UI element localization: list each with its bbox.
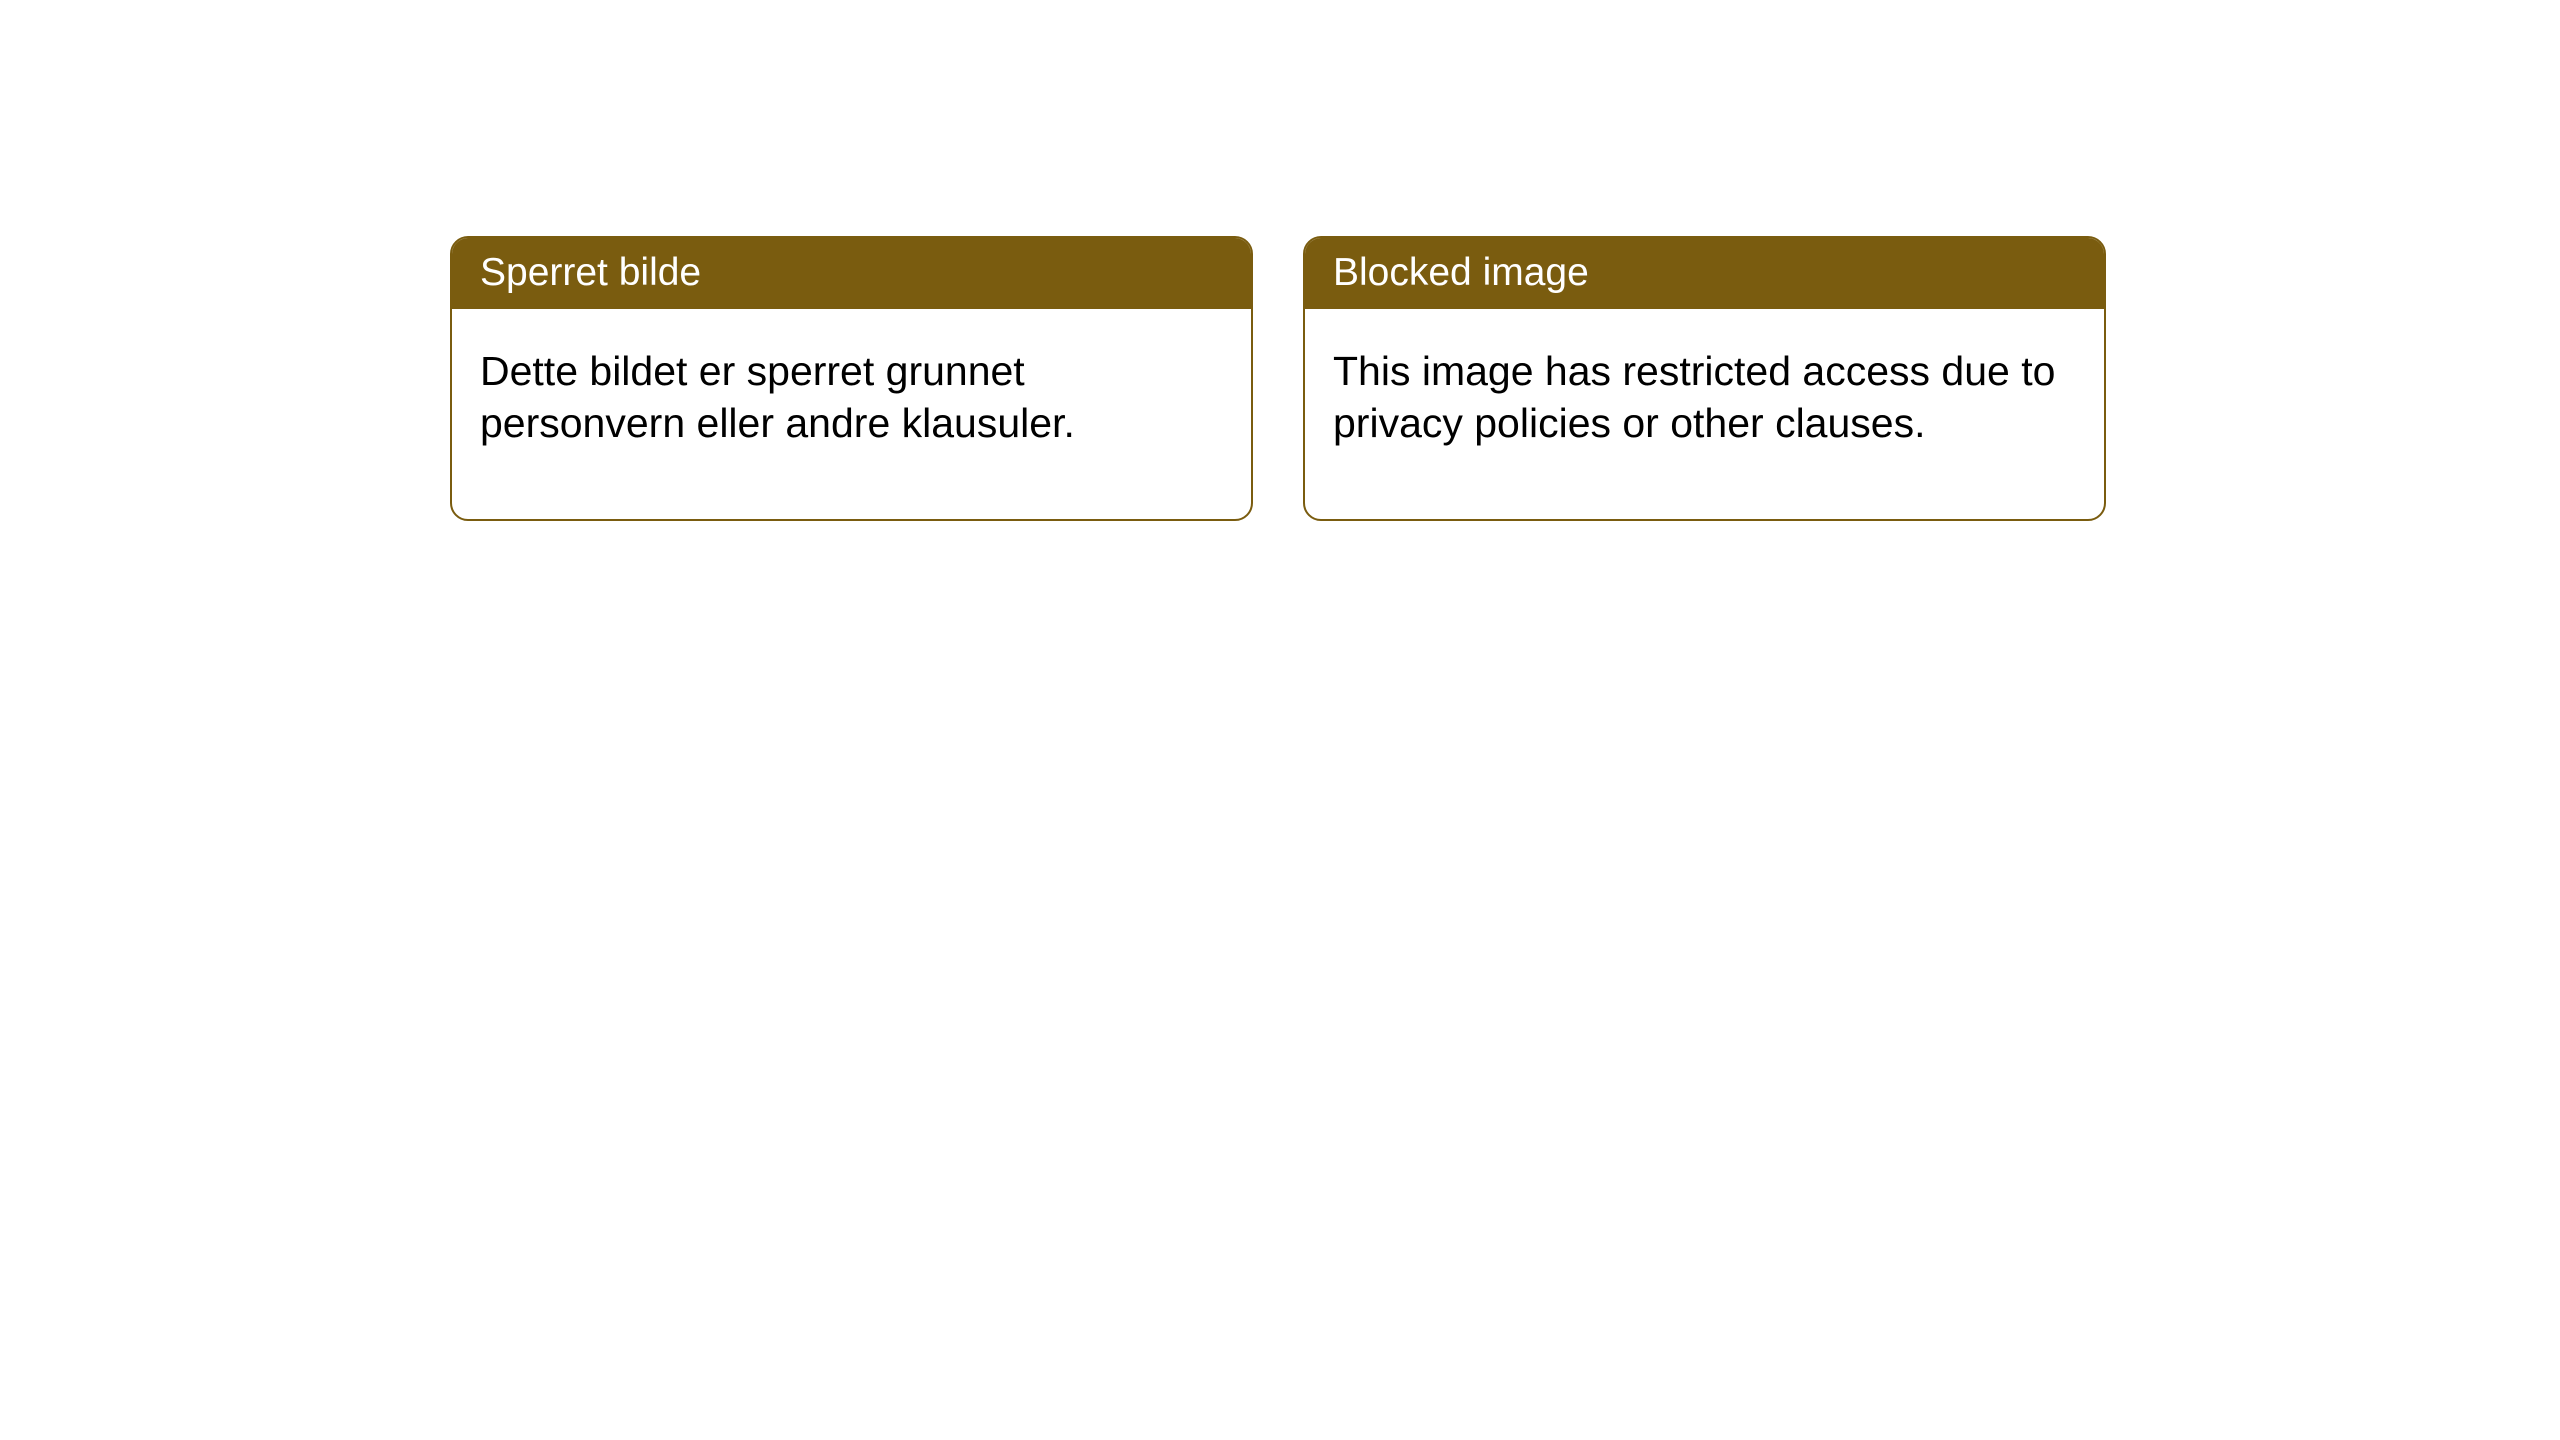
notice-body-en: This image has restricted access due to …	[1305, 309, 2104, 519]
notice-box-no: Sperret bilde Dette bildet er sperret gr…	[450, 236, 1253, 521]
notice-container: Sperret bilde Dette bildet er sperret gr…	[0, 0, 2560, 521]
notice-body-no: Dette bildet er sperret grunnet personve…	[452, 309, 1251, 519]
notice-header-en: Blocked image	[1305, 238, 2104, 309]
notice-box-en: Blocked image This image has restricted …	[1303, 236, 2106, 521]
notice-header-no: Sperret bilde	[452, 238, 1251, 309]
